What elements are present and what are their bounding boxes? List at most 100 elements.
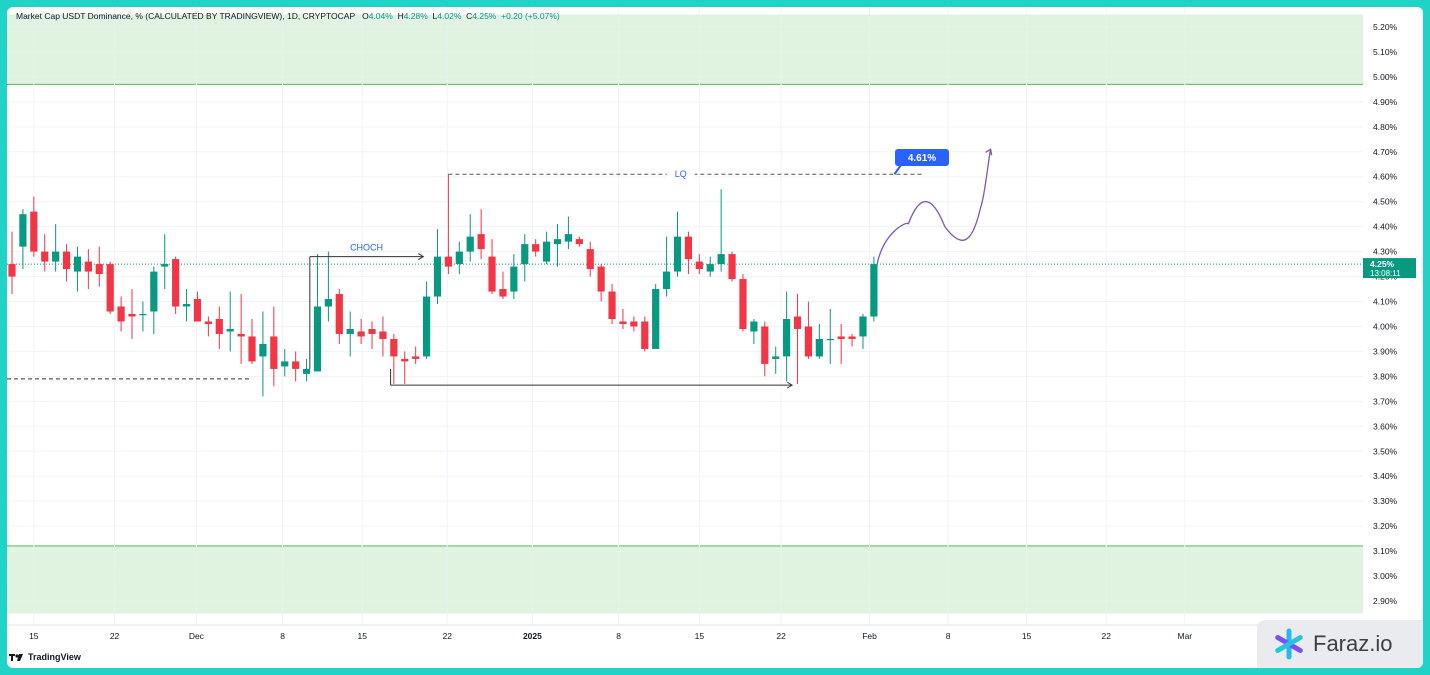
candle [521, 234, 529, 282]
candle [401, 351, 409, 384]
candle-body [793, 316, 802, 329]
projection-path [876, 149, 992, 265]
choch-label: CHOCH [350, 243, 383, 253]
candle-body [499, 289, 507, 297]
candle-body [422, 296, 431, 357]
candle-body [433, 256, 442, 297]
candle [619, 309, 627, 329]
candle-body [368, 328, 376, 334]
candle-body [553, 239, 562, 245]
candle [772, 346, 780, 374]
candle [193, 291, 202, 322]
x-tick-label: 22 [110, 631, 120, 641]
candle-body [739, 279, 747, 329]
x-tick-label: 2025 [523, 631, 542, 641]
candle [488, 239, 496, 295]
candle [248, 318, 256, 364]
candle [139, 301, 147, 332]
range-low-arrowhead [786, 381, 794, 389]
price-axis [1363, 7, 1423, 668]
candle-body [161, 264, 169, 267]
candle [150, 266, 158, 334]
lower-zone-tint [7, 546, 1363, 614]
low-label: L [432, 11, 438, 21]
candle-body [597, 266, 605, 292]
chart-header: Market Cap USDT Dominance, % (CALCULATED… [16, 11, 560, 21]
projection-arrowhead [985, 148, 993, 156]
candle [433, 229, 442, 305]
candle [739, 274, 747, 332]
symbol-title: Market Cap USDT Dominance, % (CALCULATED… [16, 11, 355, 21]
close-label: C [466, 11, 473, 21]
candle-body [444, 256, 452, 267]
faraz-label: Faraz.io [1313, 631, 1393, 656]
candle [368, 321, 376, 349]
candle-body [390, 338, 398, 357]
candle-body [630, 321, 638, 327]
candle-body [542, 241, 551, 262]
candle [848, 333, 856, 347]
candle-body [226, 328, 234, 332]
y-tick-label: 4.80% [1373, 122, 1398, 132]
candle [95, 246, 103, 287]
candle-body [292, 361, 300, 369]
target-label: 4.61% [908, 153, 936, 164]
candle [161, 234, 169, 290]
candle-body [870, 264, 878, 317]
candle [8, 231, 16, 295]
candle [292, 351, 300, 382]
candle [859, 314, 867, 349]
candle [30, 196, 38, 257]
candle-body [695, 261, 703, 270]
candle-body [510, 266, 518, 292]
choch-arrowhead [418, 253, 425, 261]
x-tick-label: 15 [357, 631, 367, 641]
tradingview-logo[interactable]: TradingView [9, 652, 81, 662]
candle-body [248, 336, 256, 362]
candle [575, 236, 583, 247]
candle-body [193, 299, 202, 322]
candle [117, 296, 125, 332]
last-price-badge [1363, 258, 1416, 279]
y-tick-label: 5.10% [1373, 47, 1398, 57]
candle [804, 301, 813, 359]
candle-body [488, 256, 496, 292]
x-tick-label: 22 [443, 631, 453, 641]
chart-frame: 5.20% 5.10% 5.00% 4.90% 4.80% 4.70% 4.60% 4.50%… [7, 7, 1423, 668]
candle-body [815, 338, 823, 357]
y-tick-label: 3.80% [1373, 371, 1398, 381]
candle [510, 254, 518, 300]
candle [302, 358, 311, 382]
close-value: 4.25% [472, 11, 497, 21]
high-label: H [397, 11, 404, 21]
faraz-logo-icon [1275, 628, 1303, 660]
candle [695, 254, 703, 275]
candle-body [84, 261, 92, 272]
candle-body [270, 336, 278, 369]
candle-body [19, 214, 27, 247]
candle [608, 284, 616, 324]
candle-body [619, 321, 627, 324]
y-tick-label: 3.70% [1373, 396, 1398, 406]
candle-body [172, 259, 180, 307]
candle [390, 333, 398, 384]
candle [128, 289, 136, 339]
candle-body [477, 234, 485, 250]
candle-body [717, 254, 725, 265]
y-tick-label: 3.40% [1373, 471, 1398, 481]
candle [182, 289, 191, 322]
x-tick-label: 8 [280, 631, 285, 641]
candle-body [150, 271, 158, 312]
candle-body [684, 236, 693, 260]
countdown-label: 13:08:11 [1370, 269, 1401, 278]
candle-body [859, 316, 867, 337]
candlestick-chart[interactable]: 5.20% 5.10% 5.00% 4.90% 4.80% 4.70% 4.60% 4.50%… [7, 7, 1423, 668]
candle-body [750, 321, 758, 332]
candle-body [532, 244, 540, 252]
candle-body [379, 331, 387, 339]
y-tick-label: 4.10% [1373, 297, 1398, 307]
candle-body [204, 321, 212, 324]
candle [532, 239, 540, 257]
candle-body [401, 358, 409, 362]
x-tick-label: 22 [1102, 631, 1112, 641]
